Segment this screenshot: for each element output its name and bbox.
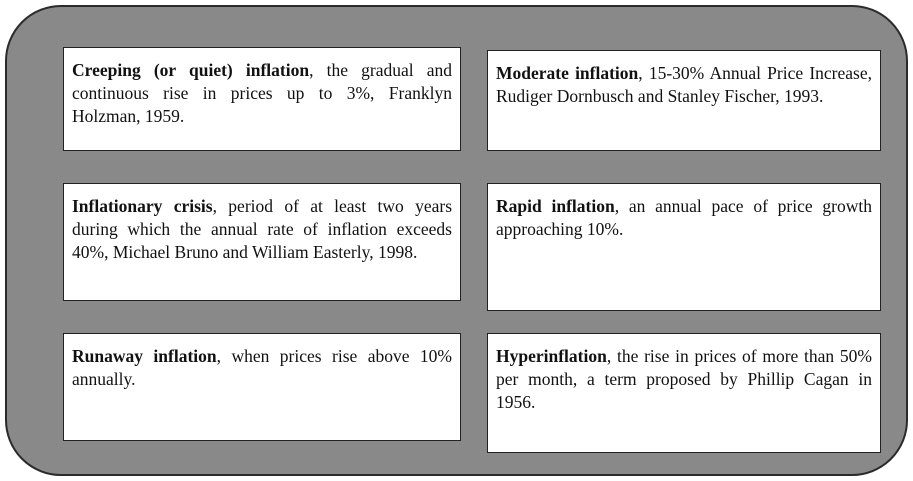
term: Rapid inflation bbox=[496, 196, 615, 216]
term: Hyperinflation bbox=[496, 346, 607, 366]
diagram-frame: Creeping (or quiet) inflation, the gradu… bbox=[5, 5, 908, 476]
description: , when prices rise above 10% annually. bbox=[72, 346, 452, 389]
description: , period of at least two years during wh… bbox=[72, 196, 453, 262]
description: , 15-30% Annual Price Increase, Rudiger … bbox=[496, 63, 872, 106]
definition-box: Rapid inflation, an annual pace of price… bbox=[487, 183, 881, 311]
term: Creeping (or quiet) inflation bbox=[72, 60, 310, 80]
definition-box: Moderate inflation, 15-30% Annual Price … bbox=[487, 50, 881, 151]
definition-box: Inflationary crisis, period of at least … bbox=[63, 183, 461, 301]
term: Runaway inflation bbox=[72, 346, 217, 366]
term: Moderate inflation bbox=[496, 63, 639, 83]
term: Inflationary crisis bbox=[72, 196, 213, 216]
description: , the rise in prices of more than 50% pe… bbox=[496, 346, 872, 412]
description: , an annual pace of price growth approac… bbox=[496, 196, 872, 239]
description: , the gradual and continuous rise in pri… bbox=[72, 60, 452, 126]
definition-box: Runaway inflation, when prices rise abov… bbox=[63, 333, 461, 441]
definition-box: Hyperinflation, the rise in prices of mo… bbox=[487, 333, 881, 453]
definition-box: Creeping (or quiet) inflation, the gradu… bbox=[63, 47, 461, 151]
